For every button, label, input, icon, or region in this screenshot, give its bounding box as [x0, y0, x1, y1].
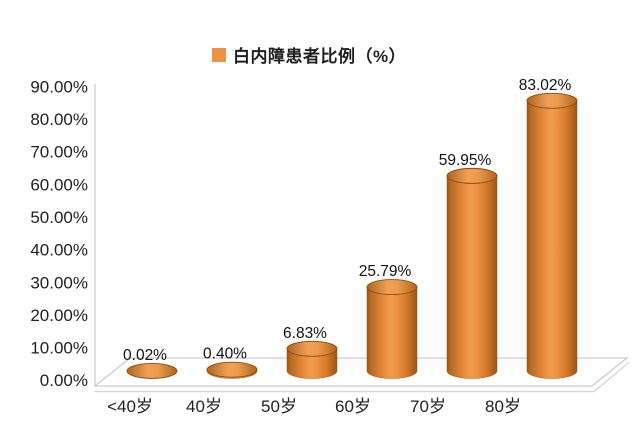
bar-data-label: 0.02% — [123, 347, 167, 364]
y-axis-tick-label: 40.00% — [30, 241, 88, 260]
y-axis-tick-label: 10.00% — [30, 339, 88, 358]
bar-cylinder-top — [126, 362, 178, 379]
floor-front-edge — [95, 361, 630, 393]
x-category-label: 70岁 — [410, 397, 446, 416]
bar-cylinder-top — [206, 361, 258, 378]
x-category-label: 40岁 — [186, 397, 222, 416]
bar-cylinder-top — [446, 167, 498, 184]
y-axis-tick-label: 60.00% — [30, 175, 88, 194]
bar-data-label: 6.83% — [283, 325, 327, 342]
legend-marker-icon — [212, 47, 226, 62]
bar-cylinder-top — [366, 279, 418, 296]
y-axis-tick-label: 0.00% — [40, 371, 88, 390]
y-axis-tick-label: 90.00% — [30, 77, 88, 96]
bar-cylinder-body — [446, 175, 498, 379]
legend-label: 白内障患者比例（%） — [233, 47, 407, 66]
bar-cylinder-top — [526, 92, 578, 109]
bar-cylinder-top — [286, 340, 338, 357]
y-axis-tick-label: 50.00% — [30, 208, 88, 227]
y-axis-tick-label: 30.00% — [30, 273, 88, 292]
bar-data-label: 59.95% — [439, 152, 492, 169]
bar-cylinder-body — [366, 286, 418, 379]
chart-legend: 白内障患者比例（%） — [212, 42, 406, 67]
y-axis-tick-label: 20.00% — [30, 306, 88, 325]
x-category-label: 50岁 — [261, 397, 297, 416]
x-category-label: <40岁 — [107, 397, 153, 416]
y-axis-tick-label: 80.00% — [30, 110, 88, 129]
bar-data-label: 0.40% — [203, 346, 247, 363]
chart-3d-floor — [93, 357, 629, 387]
bar-cylinder-body — [286, 348, 338, 379]
x-category-label: 60岁 — [335, 397, 371, 416]
bar-data-label: 83.02% — [519, 77, 572, 94]
y-axis-tick-label: 70.00% — [30, 143, 88, 162]
x-category-label: 80岁 — [485, 397, 521, 416]
bar-cylinder-body — [526, 100, 578, 379]
bar-data-label: 25.79% — [359, 263, 412, 280]
